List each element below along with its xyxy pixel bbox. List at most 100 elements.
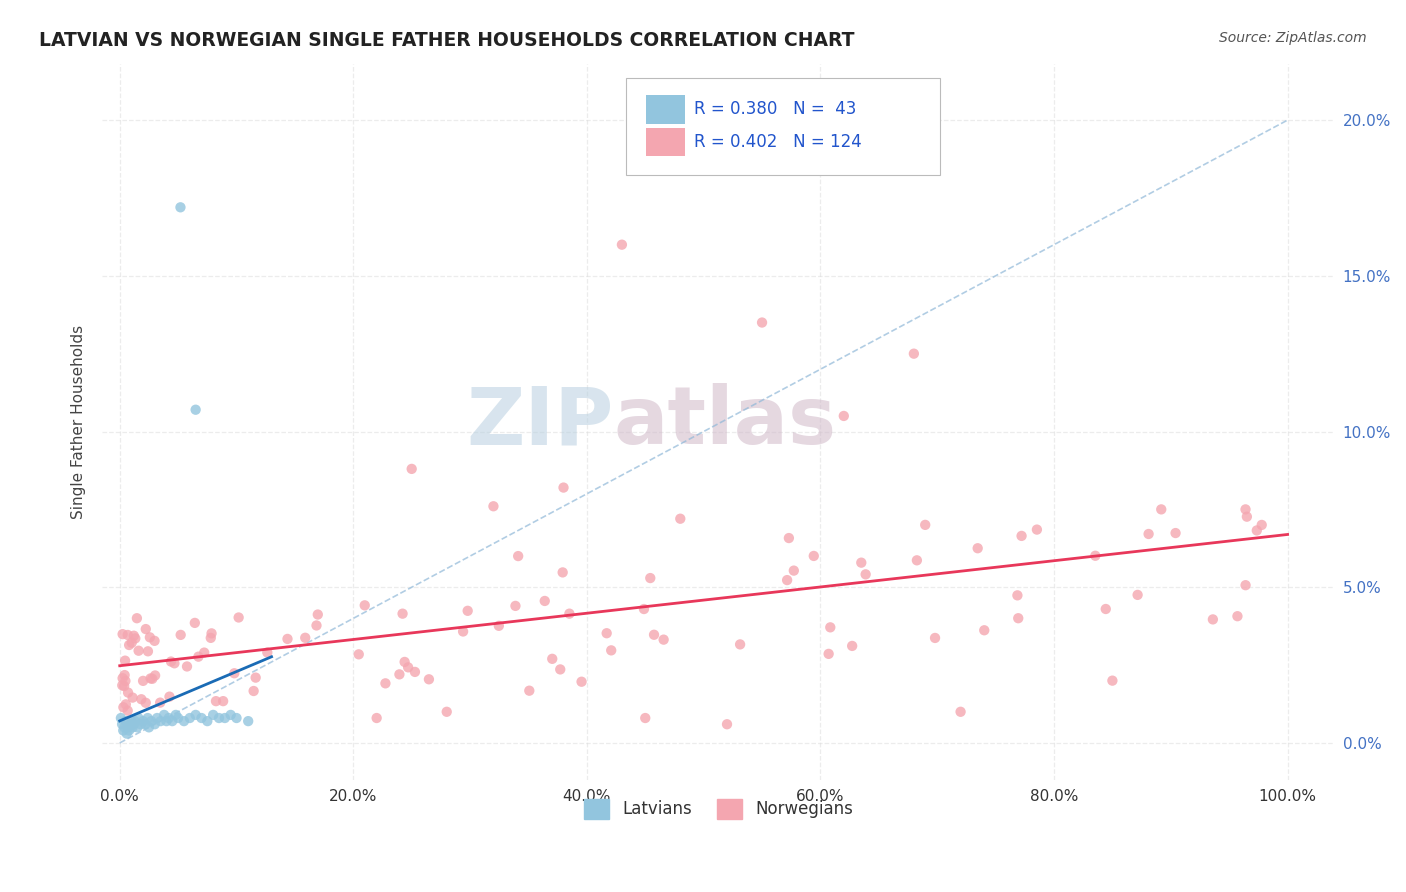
- Point: [176, 659, 198, 673]
- Point: [401, 462, 423, 476]
- Point: [778, 531, 800, 545]
- Point: [669, 512, 692, 526]
- Point: [482, 500, 505, 514]
- Point: [817, 647, 839, 661]
- Point: [548, 662, 571, 676]
- Point: [111, 717, 134, 731]
- Point: [716, 717, 738, 731]
- Point: [1250, 517, 1272, 532]
- Point: [394, 655, 416, 669]
- Point: [125, 611, 148, 625]
- Point: [124, 632, 146, 646]
- Point: [307, 607, 329, 622]
- Point: [117, 628, 139, 642]
- Point: [1084, 549, 1107, 563]
- Point: [135, 622, 157, 636]
- Point: [652, 632, 675, 647]
- Point: [190, 711, 212, 725]
- Point: [139, 672, 162, 686]
- Point: [225, 711, 247, 725]
- Point: [219, 707, 242, 722]
- Point: [517, 683, 540, 698]
- Point: [457, 604, 479, 618]
- Point: [353, 599, 375, 613]
- FancyBboxPatch shape: [645, 128, 685, 156]
- Point: [128, 644, 150, 658]
- Point: [184, 707, 207, 722]
- Point: [187, 649, 209, 664]
- Point: [115, 726, 138, 740]
- Point: [436, 705, 458, 719]
- Point: [114, 654, 136, 668]
- Point: [139, 630, 162, 644]
- Point: [973, 624, 995, 638]
- Point: [129, 717, 152, 731]
- Point: [305, 618, 328, 632]
- Point: [1007, 611, 1029, 625]
- FancyBboxPatch shape: [626, 78, 941, 175]
- Point: [173, 714, 195, 728]
- Point: [114, 673, 136, 688]
- Point: [122, 717, 145, 731]
- Point: [160, 655, 183, 669]
- Point: [141, 672, 163, 686]
- Point: [149, 696, 172, 710]
- Point: [1137, 527, 1160, 541]
- Point: [1011, 529, 1033, 543]
- Point: [112, 720, 135, 734]
- Point: [1234, 502, 1257, 516]
- Point: [366, 711, 388, 725]
- Point: [404, 665, 426, 679]
- Point: [276, 632, 298, 646]
- Point: [208, 711, 231, 725]
- Point: [1246, 524, 1268, 538]
- Point: [117, 704, 139, 718]
- Text: atlas: atlas: [613, 384, 837, 461]
- Point: [127, 720, 149, 734]
- Point: [167, 711, 190, 725]
- Text: Source: ZipAtlas.com: Source: ZipAtlas.com: [1219, 31, 1367, 45]
- Point: [1101, 673, 1123, 688]
- Point: [131, 692, 153, 706]
- Point: [114, 698, 136, 712]
- Y-axis label: Single Father Households: Single Father Households: [72, 325, 86, 519]
- Point: [121, 690, 143, 705]
- Point: [238, 714, 260, 728]
- Point: [1094, 602, 1116, 616]
- Point: [294, 631, 316, 645]
- Point: [1164, 526, 1187, 541]
- Text: R = 0.402   N = 124: R = 0.402 N = 124: [693, 133, 862, 151]
- Point: [112, 679, 135, 693]
- Point: [643, 628, 665, 642]
- Point: [751, 316, 773, 330]
- Point: [110, 711, 132, 725]
- Point: [228, 610, 250, 624]
- Point: [165, 707, 187, 722]
- Point: [179, 711, 201, 725]
- Point: [841, 639, 863, 653]
- Text: ZIP: ZIP: [467, 384, 613, 461]
- Point: [1234, 578, 1257, 592]
- Point: [508, 549, 530, 563]
- Point: [195, 714, 218, 728]
- Point: [595, 626, 617, 640]
- Point: [120, 714, 142, 728]
- Point: [136, 711, 159, 725]
- Point: [138, 720, 160, 734]
- Point: [783, 564, 806, 578]
- Point: [966, 541, 988, 556]
- Point: [214, 711, 236, 725]
- Point: [114, 714, 136, 728]
- Point: [200, 626, 222, 640]
- Point: [553, 481, 575, 495]
- Point: [162, 714, 184, 728]
- Point: [1007, 588, 1029, 602]
- Point: [905, 553, 928, 567]
- Point: [505, 599, 527, 613]
- Point: [634, 711, 657, 725]
- Point: [600, 643, 623, 657]
- Point: [256, 645, 278, 659]
- Point: [949, 705, 972, 719]
- Point: [202, 707, 225, 722]
- Point: [135, 696, 157, 710]
